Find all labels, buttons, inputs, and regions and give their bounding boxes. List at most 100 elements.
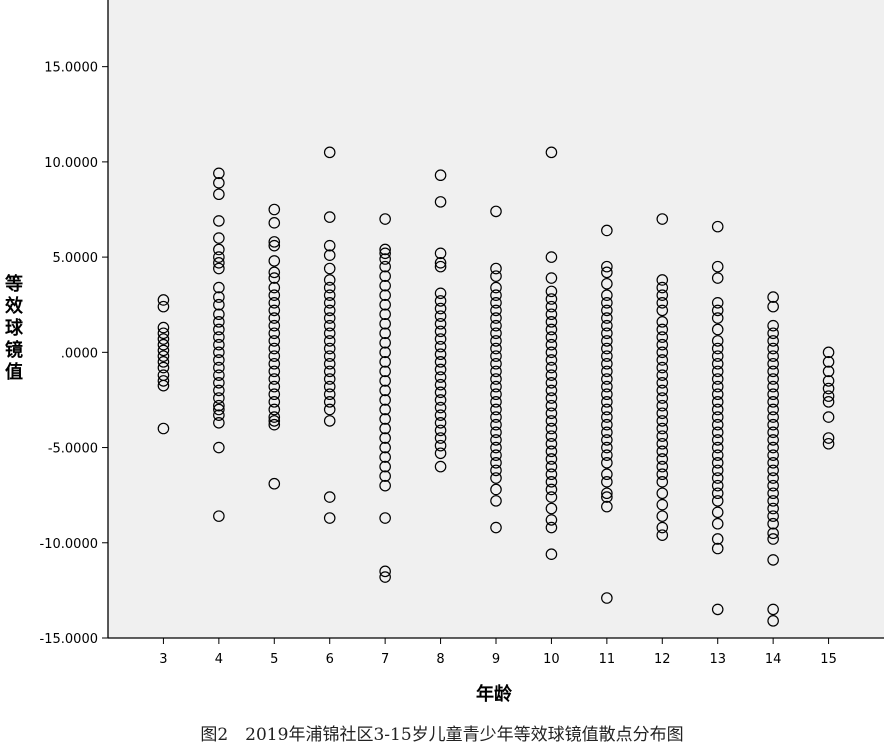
data-point	[711, 323, 724, 336]
data-point	[268, 236, 281, 248]
data-point	[545, 300, 558, 313]
data-point	[767, 434, 779, 446]
data-point	[268, 297, 281, 309]
data-point	[268, 411, 281, 423]
data-point	[379, 460, 391, 473]
data-point	[323, 262, 336, 275]
data-point	[767, 327, 779, 340]
data-point	[268, 281, 281, 294]
data-point	[323, 211, 336, 223]
data-point	[545, 483, 558, 496]
data-point	[656, 437, 669, 450]
data-point	[601, 403, 613, 416]
data-point	[157, 379, 170, 392]
data-point	[767, 350, 779, 362]
data-point	[213, 316, 225, 328]
data-point	[379, 247, 391, 260]
data-point	[656, 510, 669, 522]
data-point	[601, 357, 613, 370]
data-point	[767, 373, 779, 385]
data-point	[323, 146, 336, 159]
data-point	[656, 338, 669, 351]
data-point	[323, 357, 336, 370]
data-point	[767, 502, 779, 515]
data-point	[323, 312, 336, 324]
x-tick-label: 7	[381, 652, 389, 667]
data-point	[601, 335, 613, 347]
data-point	[711, 418, 724, 431]
data-point	[545, 376, 558, 389]
data-point	[545, 354, 558, 366]
data-point	[213, 281, 225, 294]
data-point	[490, 456, 502, 469]
data-point	[434, 371, 447, 383]
data-point	[213, 416, 225, 429]
data-point	[268, 203, 281, 216]
data-point	[767, 380, 779, 393]
data-point	[711, 517, 724, 530]
data-point	[379, 298, 391, 311]
data-point	[213, 392, 225, 404]
data-point	[434, 386, 447, 399]
data-point	[434, 287, 447, 300]
data-point	[490, 357, 502, 370]
data-point	[656, 297, 669, 309]
data-point	[656, 361, 669, 374]
data-point	[268, 477, 281, 490]
data-point	[711, 456, 724, 469]
data-point	[434, 394, 447, 406]
data-point	[711, 441, 724, 454]
data-point	[490, 327, 502, 340]
data-point	[545, 338, 558, 351]
data-point	[545, 293, 558, 305]
data-point	[822, 396, 835, 408]
data-point	[711, 403, 724, 416]
data-point	[490, 483, 502, 496]
data-point	[490, 304, 502, 317]
data-point	[656, 376, 669, 389]
data-point	[767, 527, 779, 540]
data-point	[490, 521, 502, 534]
data-point	[711, 506, 724, 519]
data-point	[323, 289, 336, 301]
data-point	[379, 317, 391, 330]
data-point	[323, 304, 336, 317]
data-point	[434, 424, 447, 437]
data-point	[434, 447, 447, 460]
data-point	[213, 215, 225, 227]
data-point	[656, 384, 669, 397]
data-point	[434, 310, 447, 322]
data-point	[656, 415, 669, 427]
data-point	[601, 418, 613, 431]
data-point	[545, 251, 558, 263]
data-point	[268, 365, 281, 378]
data-point	[545, 453, 558, 465]
data-point	[767, 456, 779, 469]
data-point	[767, 396, 779, 408]
data-point	[656, 274, 669, 286]
data-point	[711, 335, 724, 347]
data-point	[213, 441, 225, 454]
data-point	[379, 365, 391, 378]
data-point	[711, 312, 724, 324]
data-point	[379, 451, 391, 463]
y-tick-label: .0000	[61, 346, 98, 361]
data-point	[490, 319, 502, 332]
data-point	[545, 272, 558, 284]
data-point	[767, 426, 779, 439]
data-point	[213, 361, 225, 374]
data-point	[545, 323, 558, 336]
data-point	[379, 213, 391, 225]
data-point	[213, 251, 225, 263]
data-point	[545, 422, 558, 435]
x-tick-label: 5	[270, 652, 278, 667]
data-point	[379, 565, 391, 578]
data-point	[323, 491, 336, 503]
data-point	[711, 533, 724, 545]
data-point	[656, 529, 669, 541]
data-point	[268, 304, 281, 317]
data-point	[545, 445, 558, 458]
data-point	[601, 289, 613, 301]
data-point	[767, 487, 779, 500]
data-point	[767, 291, 779, 303]
